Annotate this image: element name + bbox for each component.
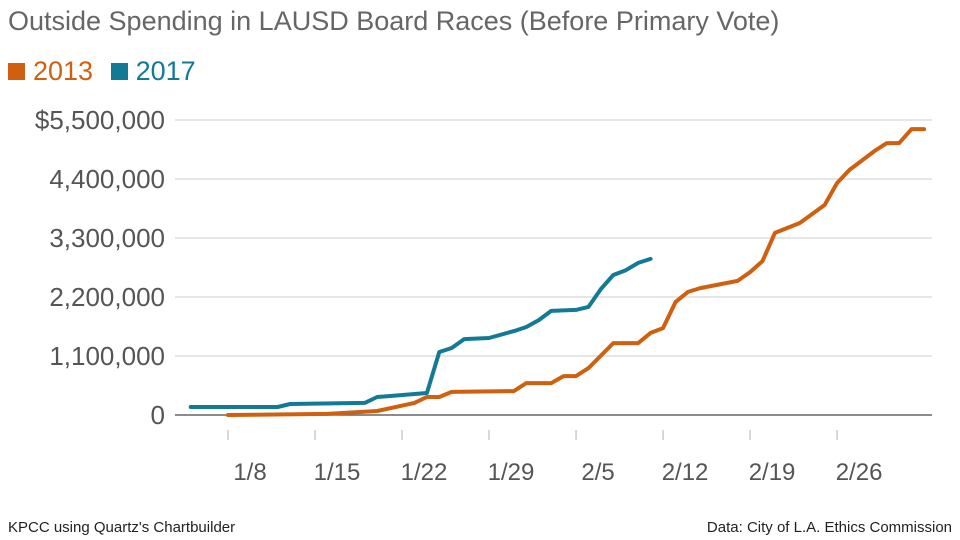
x-tick-label: 2/5 (581, 459, 614, 486)
series-line-2017 (188, 256, 653, 409)
x-axis: 1/8 1/15 1/22 1/29 2/5 2/12 2/19 2/26 (227, 430, 883, 486)
x-tick-label: 2/19 (749, 459, 796, 486)
y-axis: 0 1,100,000 2,200,000 3,300,000 4,400,000 $5,… (35, 105, 165, 430)
x-tick-label: 1/8 (233, 459, 266, 486)
gridlines (175, 119, 932, 416)
legend-item-2013: 2013 (8, 56, 93, 87)
legend: 2013 2017 (8, 56, 206, 87)
y-tick-label: 2,200,000 (49, 282, 165, 312)
legend-swatch (110, 63, 128, 80)
y-tick-label: $5,500,000 (35, 105, 165, 135)
legend-label: 2017 (135, 56, 196, 86)
y-tick-label: 4,400,000 (49, 164, 165, 194)
series-line-2013 (226, 127, 927, 417)
legend-swatch (8, 63, 25, 80)
x-tick-label: 2/26 (836, 459, 883, 486)
legend-label: 2013 (33, 56, 94, 86)
x-tick-label: 1/29 (488, 459, 535, 486)
source-text: Data: City of L.A. Ethics Commission (706, 519, 952, 536)
chart-title: Outside Spending in LAUSD Board Races (B… (8, 6, 780, 36)
credit-text: KPCC using Quartz's Chartbuilder (8, 519, 236, 536)
series-lines (188, 127, 927, 417)
y-tick-label: 0 (151, 400, 165, 430)
x-tick-label: 1/15 (314, 459, 361, 486)
y-tick-label: 3,300,000 (49, 223, 165, 253)
legend-item-2017: 2017 (110, 56, 196, 87)
y-tick-label: 1,100,000 (49, 341, 165, 371)
x-tick-label: 1/22 (401, 459, 448, 486)
x-tick-label: 2/12 (662, 459, 709, 486)
